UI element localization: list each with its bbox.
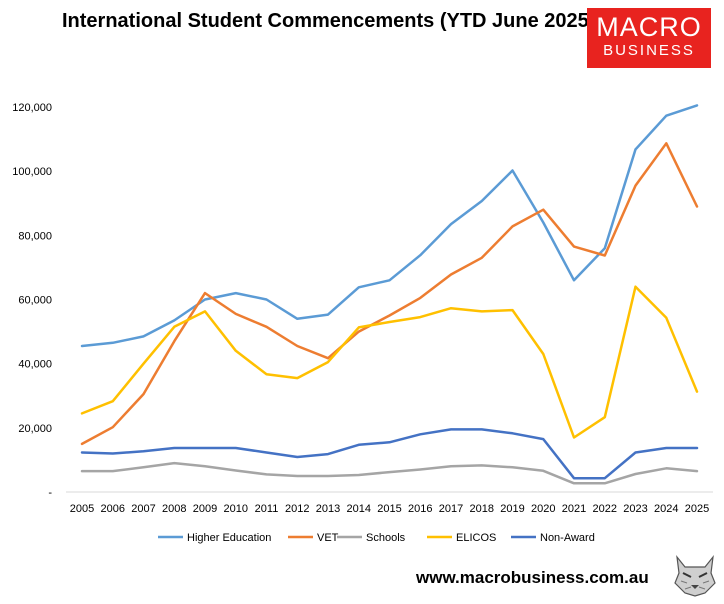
- y-tick-label: 60,000: [18, 295, 52, 307]
- y-tick-label: 80,000: [18, 230, 52, 242]
- x-tick-label: 2025: [685, 503, 709, 515]
- x-tick-label: 2021: [562, 503, 586, 515]
- x-tick-label: 2024: [654, 503, 678, 515]
- x-tick-label: 2009: [193, 503, 217, 515]
- x-tick-label: 2006: [101, 503, 125, 515]
- series-line-vet: [80, 142, 699, 446]
- x-tick-label: 2013: [316, 503, 340, 515]
- website-url: www.macrobusiness.com.au: [416, 568, 649, 587]
- chart-title: International Student Commencements (YTD…: [62, 10, 596, 32]
- x-tick-label: 2007: [131, 503, 155, 515]
- y-axis: - 20,000 40,000 60,000 80,000 100,000 120,000: [12, 102, 52, 499]
- legend-label: Non-Award: [540, 532, 595, 544]
- x-tick-label: 2011: [255, 503, 279, 515]
- y-tick-label: 40,000: [18, 359, 52, 371]
- x-tick-label: 2017: [439, 503, 463, 515]
- macrobusiness-logo: MACRO BUSINESS: [587, 8, 711, 68]
- x-tick-label: 2022: [593, 503, 617, 515]
- x-tick-label: 2019: [500, 503, 524, 515]
- legend-label: ELICOS: [456, 532, 496, 544]
- legend-label: VET: [317, 532, 339, 544]
- x-tick-label: 2023: [623, 503, 647, 515]
- x-tick-label: 2020: [531, 503, 555, 515]
- y-tick-label: -: [48, 487, 52, 499]
- series-lines: [80, 104, 699, 485]
- wolf-icon: [671, 553, 719, 597]
- x-tick-label: 2014: [347, 503, 371, 515]
- y-tick-label: 20,000: [18, 423, 52, 435]
- legend: Higher Education VET Schools ELICOS Non-Awar…: [158, 532, 595, 544]
- logo-line-2: BUSINESS: [603, 42, 695, 59]
- x-tick-label: 2016: [408, 503, 432, 515]
- series-line-higher-education: [80, 104, 699, 348]
- x-tick-label: 2010: [224, 503, 248, 515]
- series-line-elicos: [80, 285, 699, 439]
- legend-label: Schools: [366, 532, 406, 544]
- series-line-schools: [80, 461, 699, 485]
- logo-line-1: MACRO: [596, 12, 702, 42]
- x-tick-label: 2005: [70, 503, 94, 515]
- x-tick-label: 2018: [470, 503, 494, 515]
- y-tick-label: 100,000: [12, 166, 52, 178]
- legend-label: Higher Education: [187, 532, 271, 544]
- y-tick-label: 120,000: [12, 102, 52, 114]
- x-tick-label: 2015: [377, 503, 401, 515]
- x-axis: 2005 2006 2007 2008 2009 2010 2011 2012 2013 2014…: [66, 491, 713, 515]
- x-tick-label: 2012: [285, 503, 309, 515]
- series-line-non-award: [80, 428, 699, 480]
- x-tick-label: 2008: [162, 503, 186, 515]
